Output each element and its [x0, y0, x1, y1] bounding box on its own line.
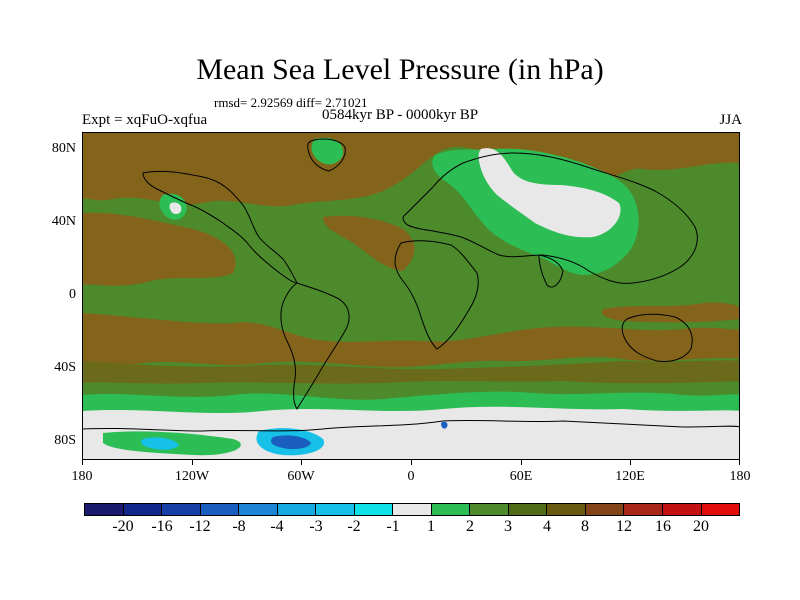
colorbar-cell — [85, 504, 124, 515]
coastlines — [83, 138, 739, 432]
colorbar-label: -16 — [151, 518, 173, 535]
field-atlantic-brown — [323, 215, 415, 271]
coast-africa — [394, 240, 479, 350]
field-south-brown — [83, 313, 739, 368]
colorbar — [84, 503, 740, 516]
lon-label-180e: 180 — [729, 469, 751, 484]
coast-eurasia — [402, 152, 698, 284]
x-tick-180w — [82, 460, 83, 465]
colorbar-label: -3 — [309, 518, 323, 535]
colorbar-label: -1 — [386, 518, 400, 535]
colorbar-label: -4 — [270, 518, 284, 535]
stats-label: rmsd= 2.92569 diff= 2.71021 — [214, 95, 368, 110]
colorbar-cell — [508, 504, 548, 515]
colorbar-cell — [316, 504, 355, 515]
field-alaska-white — [169, 202, 182, 214]
colorbar-label: -2 — [347, 518, 361, 535]
colorbar-label: 4 — [543, 518, 551, 535]
field-antarctic-white — [83, 406, 739, 459]
pressure-field-map — [83, 133, 739, 459]
coast-antarctica — [83, 419, 739, 432]
field-antarctic-blue — [271, 435, 311, 450]
experiment-label: Expt = xqFuO-xqfua — [82, 112, 208, 128]
colorbar-label: 16 — [655, 518, 671, 535]
lon-label-60e: 60E — [509, 469, 533, 484]
period-label: 0584kyr BP - 0000kyr BP — [322, 107, 479, 123]
colorbar-label: 20 — [693, 518, 709, 535]
field-indian-brown — [601, 302, 739, 323]
coast-north-america — [142, 170, 298, 284]
field-antarctic-blue-east — [441, 421, 448, 429]
coast-australia — [621, 313, 693, 362]
map-panel — [82, 132, 740, 460]
x-tick-0 — [411, 460, 412, 465]
colorbar-cell — [585, 504, 625, 515]
field-greenland-green — [311, 137, 344, 165]
lon-label-120e: 120E — [615, 469, 645, 484]
lat-label-40n: 40N — [51, 214, 76, 229]
season-label: JJA — [719, 112, 742, 128]
colorbar-label: 1 — [427, 518, 435, 535]
colorbar-label: 2 — [466, 518, 474, 535]
x-tick-60w — [301, 460, 302, 465]
coast-south-america — [280, 282, 350, 410]
colorbar-label: 12 — [616, 518, 632, 535]
field-pacific-brown — [83, 212, 236, 286]
x-tick-180e — [739, 460, 740, 465]
x-tick-120w — [192, 460, 193, 465]
lon-label-180w: 180 — [71, 469, 93, 484]
colorbar-label: -20 — [112, 518, 134, 535]
field-north-brown — [83, 133, 739, 207]
colorbar-label: 8 — [581, 518, 589, 535]
colorbar-cell — [239, 504, 278, 515]
colorbar-cell — [123, 504, 163, 515]
colorbar-label: -12 — [189, 518, 211, 535]
lat-label-80n: 80N — [51, 141, 76, 156]
lon-label-0: 0 — [407, 469, 415, 484]
lat-label-0: 0 — [69, 287, 76, 302]
field-eurasia-white — [478, 148, 621, 238]
field-south-olive — [83, 360, 739, 384]
colorbar-cell — [393, 504, 432, 515]
lat-label-80s: 80S — [54, 433, 76, 448]
colorbar-cell — [701, 504, 740, 515]
colorbar-cell — [470, 504, 509, 515]
coast-greenland — [307, 138, 346, 172]
colorbar-cell — [431, 504, 471, 515]
lon-label-120w: 120W — [174, 469, 210, 484]
coast-india — [538, 254, 564, 288]
colorbar-label: 3 — [504, 518, 512, 535]
colorbar-cell — [547, 504, 586, 515]
field-antarctic-cyan-west — [140, 437, 179, 450]
colorbar-cell — [277, 504, 317, 515]
x-tick-120e — [630, 460, 631, 465]
lat-label-40s: 40S — [54, 360, 76, 375]
colorbar-cell — [662, 504, 702, 515]
colorbar-cell — [162, 504, 201, 515]
lon-label-60w: 60W — [287, 469, 315, 484]
colorbar-label: -8 — [232, 518, 246, 535]
colorbar-cell — [624, 504, 663, 515]
colorbar-cell — [200, 504, 240, 515]
chart-title: Mean Sea Level Pressure (in hPa) — [196, 53, 604, 86]
colorbar-cell — [354, 504, 394, 515]
x-tick-60e — [521, 460, 522, 465]
